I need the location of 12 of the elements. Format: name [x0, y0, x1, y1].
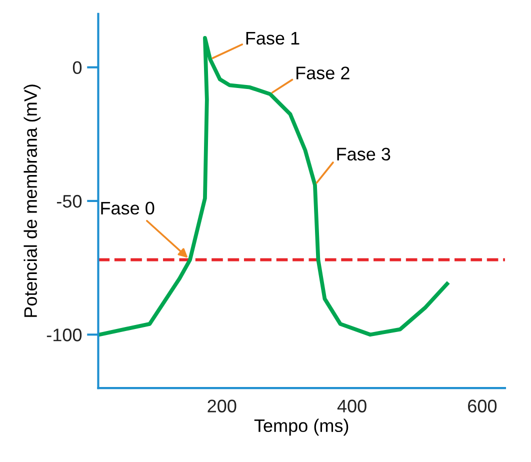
x-tick-label: 200: [208, 400, 236, 412]
x-axis-title: Tempo (ms): [254, 418, 348, 436]
y-tick-label: -50: [56, 194, 82, 208]
x-tick-label: 400: [337, 400, 366, 412]
y-axis-title: Potencial de membrana (mV): [24, 84, 41, 317]
annotation: Fase 0: [101, 202, 154, 215]
y-tick-label: 0: [72, 61, 82, 74]
annotation: Fase 1: [246, 32, 300, 45]
x-tick-label: 600: [468, 400, 497, 412]
annotation: Fase 2: [296, 66, 350, 80]
y-tick-label: -100: [46, 328, 82, 342]
annotation: Fase 3: [337, 148, 390, 161]
